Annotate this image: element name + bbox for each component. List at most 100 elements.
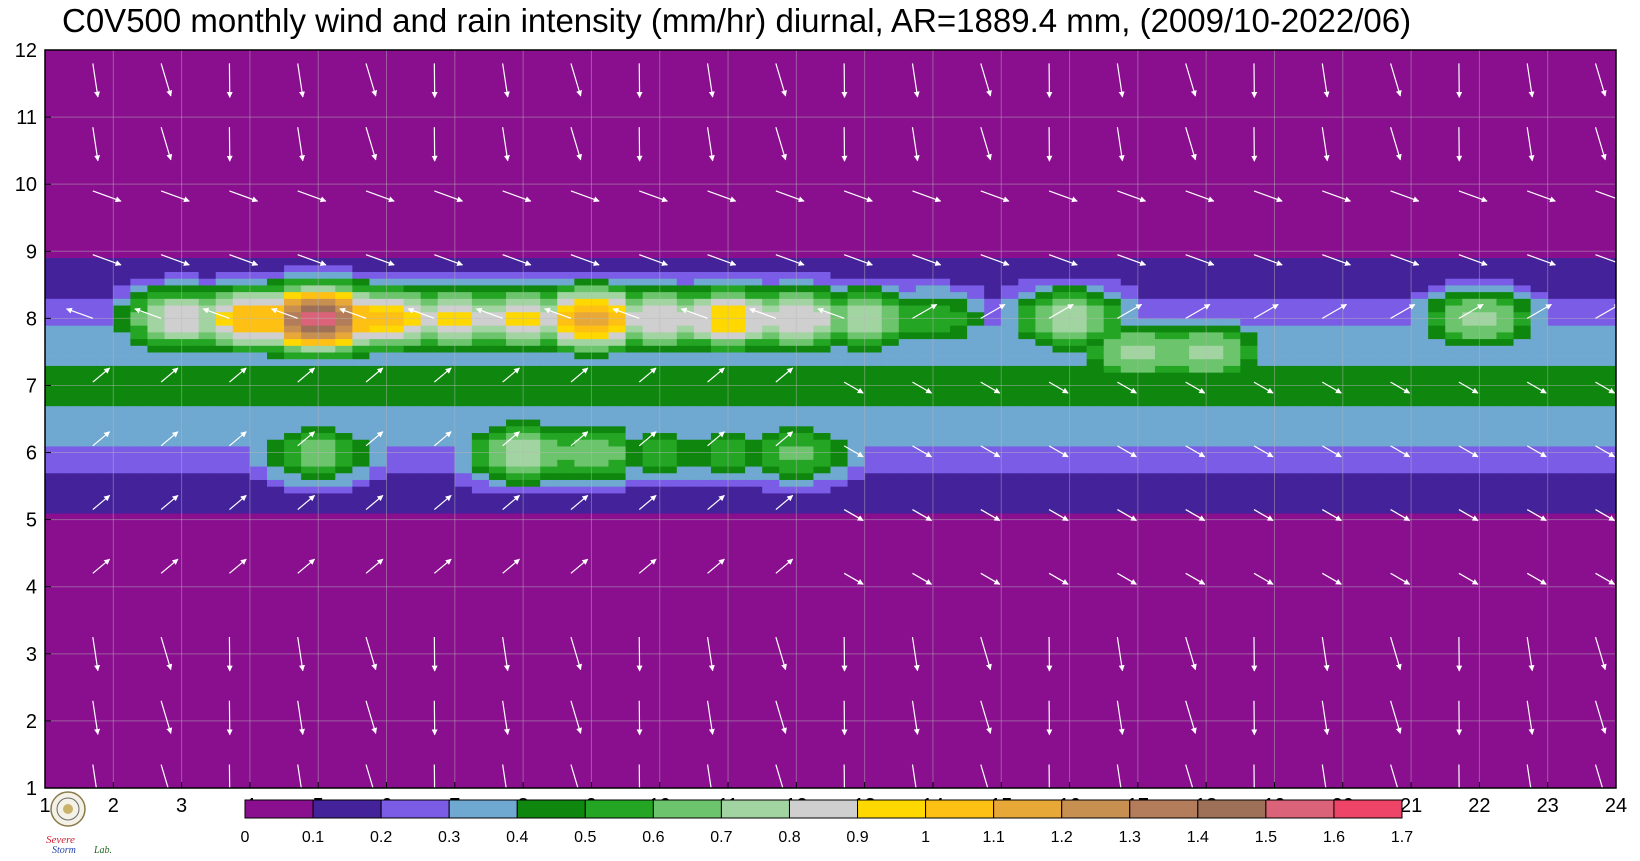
field-cell — [677, 285, 695, 292]
field-cell — [796, 500, 814, 507]
field-cell — [455, 271, 473, 278]
field-cell — [1070, 486, 1088, 493]
field-cell — [438, 453, 456, 460]
field-cell — [609, 385, 627, 392]
field-cell — [1565, 426, 1583, 433]
field-cell — [1377, 352, 1395, 359]
colorbar-swatch — [1198, 800, 1266, 818]
field-cell — [1377, 365, 1395, 372]
field-cell — [916, 345, 934, 352]
field-cell — [1360, 372, 1378, 379]
field-cell — [1274, 372, 1292, 379]
field-cell — [899, 345, 917, 352]
field-cell — [933, 365, 951, 372]
field-cell — [1240, 338, 1258, 345]
field-cell — [745, 419, 763, 426]
field-cell — [1070, 493, 1088, 500]
field-cell — [950, 432, 968, 439]
field-cell — [1087, 506, 1105, 513]
field-cell — [45, 459, 63, 466]
field-cell — [369, 453, 387, 460]
field-cell — [916, 325, 934, 332]
field-cell — [865, 318, 883, 325]
field-cell — [113, 338, 131, 345]
field-cell — [882, 305, 900, 312]
field-cell — [540, 385, 558, 392]
field-cell — [1309, 493, 1327, 500]
field-cell — [540, 325, 558, 332]
field-cell — [1582, 419, 1600, 426]
field-cell — [404, 332, 422, 339]
field-cell — [933, 459, 951, 466]
field-cell — [1121, 345, 1139, 352]
field-cell — [626, 459, 644, 466]
field-cell — [950, 506, 968, 513]
field-cell — [1138, 352, 1156, 359]
field-cell — [967, 345, 985, 352]
field-cell — [574, 426, 592, 433]
field-cell — [96, 372, 114, 379]
field-cell — [318, 365, 336, 372]
field-cell — [1514, 473, 1532, 480]
field-cell — [472, 325, 490, 332]
field-cell — [899, 459, 917, 466]
field-cell — [831, 278, 849, 285]
field-cell — [455, 506, 473, 513]
field-cell — [540, 271, 558, 278]
field-cell — [779, 318, 797, 325]
colorbar-label: 1.6 — [1323, 829, 1345, 846]
field-cell — [1326, 325, 1344, 332]
field-cell — [1172, 345, 1190, 352]
field-cell — [1138, 325, 1156, 332]
field-cell — [1531, 359, 1549, 366]
field-cell — [1445, 399, 1463, 406]
field-cell — [1548, 352, 1566, 359]
field-cell — [1496, 372, 1514, 379]
field-cell — [1428, 392, 1446, 399]
colorbar-swatch — [1062, 800, 1130, 818]
field-cell — [1377, 399, 1395, 406]
field-cell — [506, 385, 524, 392]
field-cell — [1172, 332, 1190, 339]
field-cell — [96, 392, 114, 399]
field-cell — [301, 419, 319, 426]
field-cell — [796, 399, 814, 406]
field-cell — [967, 500, 985, 507]
field-cell — [1274, 265, 1292, 272]
lab-logo: Severe Storm Lab. — [42, 790, 120, 856]
field-cell — [1582, 325, 1600, 332]
field-cell — [250, 332, 268, 339]
field-cell — [1274, 285, 1292, 292]
field-cell — [1496, 459, 1514, 466]
field-cell — [1394, 345, 1412, 352]
field-cell — [1394, 432, 1412, 439]
field-cell — [369, 265, 387, 272]
field-cell — [1223, 372, 1241, 379]
field-cell — [1565, 385, 1583, 392]
field-cell — [1582, 426, 1600, 433]
field-cell — [694, 486, 712, 493]
field-cell — [1531, 372, 1549, 379]
field-cell — [352, 352, 370, 359]
field-cell — [250, 325, 268, 332]
field-cell — [865, 399, 883, 406]
field-cell — [831, 365, 849, 372]
field-cell — [369, 305, 387, 312]
field-cell — [335, 305, 353, 312]
field-cell — [643, 359, 661, 366]
field-cell — [1189, 406, 1207, 413]
field-cell — [848, 345, 866, 352]
field-cell — [643, 305, 661, 312]
field-cell — [694, 359, 712, 366]
field-cell — [62, 493, 80, 500]
field-cell — [438, 352, 456, 359]
field-cell — [421, 392, 439, 399]
field-cell — [1001, 258, 1019, 265]
field-cell — [1223, 506, 1241, 513]
field-cell — [711, 453, 729, 460]
field-cell — [1274, 392, 1292, 399]
field-cell — [147, 506, 165, 513]
field-cell — [694, 292, 712, 299]
field-cell — [1377, 500, 1395, 507]
field-cell — [677, 305, 695, 312]
